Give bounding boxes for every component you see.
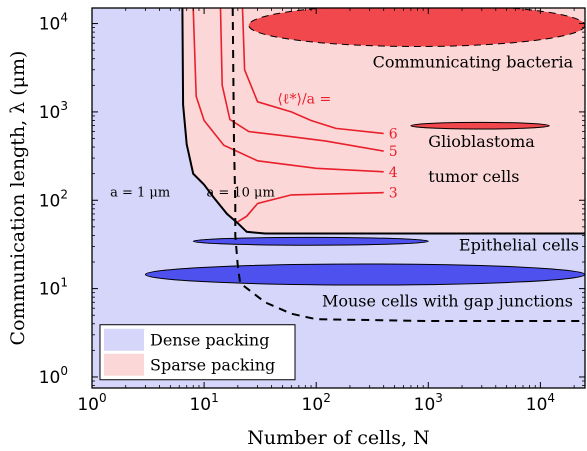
packing-boundaries — [181, 8, 585, 322]
axis-ticks: 100 101 102 103 104 100 101 102 103 104 — [39, 8, 585, 415]
legend-entry-dense-packing: Dense packing — [150, 331, 269, 350]
contour-value-label-5: 5 — [389, 144, 398, 160]
region-label-communicating-bacteria: Communicating bacteria — [373, 52, 574, 71]
x-axis-label: Number of cells, N — [247, 427, 429, 449]
legend: Dense packing Sparse packing — [99, 324, 296, 381]
sparse-packing-region — [182, 8, 585, 234]
y-tick-label-3: 103 — [39, 99, 68, 123]
y-tick-label-1: 101 — [39, 276, 68, 300]
contour-label-header: ⟨ℓ*⟩/a = — [277, 91, 331, 107]
x-tick-label-3: 103 — [414, 391, 443, 415]
region-label-mouse-cells: Mouse cells with gap junctions — [322, 291, 573, 310]
region-ellipse-3 — [144, 263, 585, 286]
region-label-glioblastoma-line-2: tumor cells — [428, 167, 519, 186]
contour-line-3 — [237, 191, 384, 223]
boundary-line-0 — [181, 8, 585, 235]
legend-swatch-dense — [104, 328, 144, 351]
contour-line-4 — [192, 8, 384, 173]
y-axis-label: Communication length, λ (μm) — [7, 51, 29, 346]
boundary-label-a-1um: a = 1 μm — [110, 186, 170, 201]
contour-value-label-6: 6 — [389, 127, 398, 143]
contour-value-label-3: 3 — [389, 186, 398, 202]
x-tick-label-2: 102 — [302, 391, 331, 415]
axes-frame — [91, 7, 586, 389]
region-ellipse-0 — [248, 8, 585, 47]
region-ellipse-2 — [192, 236, 429, 246]
y-tick-label-2: 102 — [39, 187, 68, 211]
boundary-label-a-10um: a = 10 μm — [206, 186, 274, 201]
region-ellipse-1 — [410, 121, 550, 130]
contour-lines — [192, 8, 384, 223]
x-tick-label-4: 104 — [526, 391, 555, 415]
contour-value-label-4: 4 — [389, 165, 398, 181]
y-tick-label-4: 104 — [39, 11, 68, 35]
contour-line-6 — [241, 8, 384, 135]
region-label-glioblastoma: Glioblastoma — [428, 132, 535, 151]
labeled-regions — [144, 8, 585, 286]
x-tick-label-0: 100 — [77, 391, 106, 415]
x-tick-label-1: 101 — [189, 391, 218, 415]
legend-entry-sparse-packing: Sparse packing — [150, 356, 275, 375]
boundary-line-1 — [231, 8, 585, 322]
plot-area — [92, 8, 585, 388]
contour-line-5 — [219, 8, 384, 152]
region-label-epithelial-cells: Epithelial cells — [459, 235, 579, 254]
legend-swatch-sparse — [104, 353, 144, 376]
y-tick-label-0: 100 — [39, 364, 68, 388]
